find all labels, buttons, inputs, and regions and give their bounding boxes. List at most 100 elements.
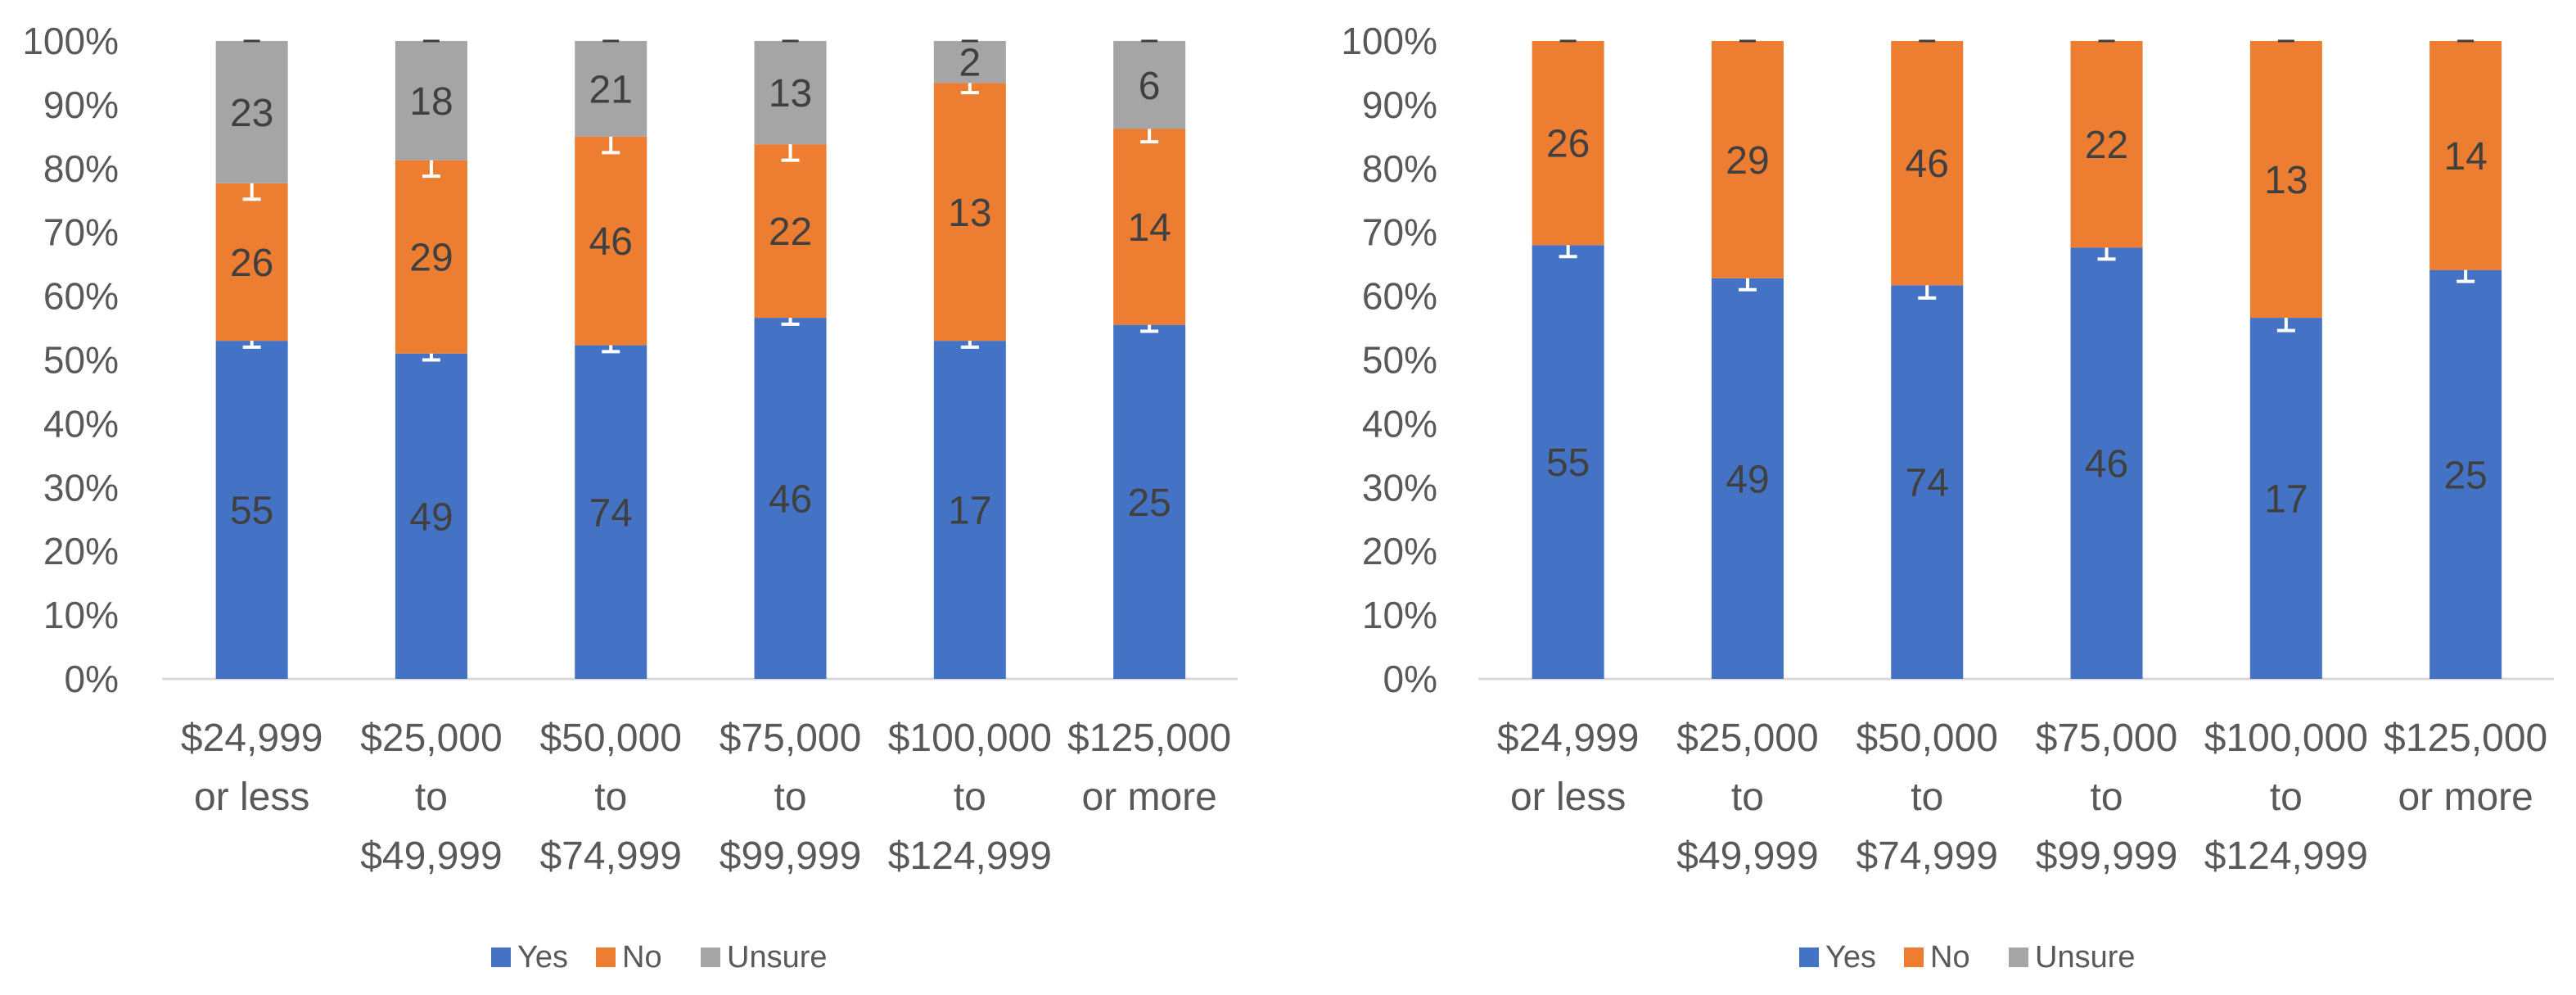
bar-stack: 55 26 bbox=[1532, 39, 1604, 679]
x-category-label: to bbox=[594, 776, 627, 819]
bar-stack: 17 13 2 bbox=[933, 39, 1006, 679]
y-tick-label: 60% bbox=[1362, 275, 1437, 318]
x-category-label: $49,999 bbox=[360, 834, 503, 878]
legend-label: No bbox=[1930, 940, 1970, 975]
legend-label: Unsure bbox=[727, 940, 828, 975]
y-tick-label: 20% bbox=[43, 530, 119, 572]
y-tick-label: 80% bbox=[1362, 147, 1437, 190]
x-category-label: $100,000 bbox=[2204, 717, 2368, 760]
legend: Yes No Unsure bbox=[1799, 940, 2136, 975]
x-category-label: to bbox=[415, 776, 448, 819]
legend-swatch-yes bbox=[1799, 948, 1819, 967]
data-label: 13 bbox=[948, 192, 991, 235]
y-tick-label: 30% bbox=[1362, 466, 1437, 509]
bar-stack: 25 14 6 bbox=[1113, 39, 1186, 679]
bar-stack: 25 14 bbox=[2429, 39, 2502, 679]
y-tick-label: 40% bbox=[1362, 402, 1437, 445]
data-label: 2 bbox=[959, 42, 981, 85]
y-tick-label: 60% bbox=[43, 275, 119, 318]
chart-panel-1: 0%10%20%30%40%50%60%70%80%90%100%552623$… bbox=[22, 20, 1238, 975]
data-label: 74 bbox=[1906, 462, 1949, 505]
x-category-label: $25,000 bbox=[360, 717, 503, 760]
bar-stack: 74 46 21 bbox=[575, 39, 647, 679]
x-category-label: $74,999 bbox=[1856, 834, 1998, 878]
data-label: 25 bbox=[2443, 454, 2487, 497]
data-label: 29 bbox=[1726, 139, 1769, 183]
data-label: 26 bbox=[230, 242, 273, 285]
x-category-label: $25,000 bbox=[1676, 717, 1819, 760]
data-label: 46 bbox=[769, 478, 812, 522]
data-label: 49 bbox=[1726, 458, 1769, 501]
x-category-label: $99,999 bbox=[2036, 834, 2178, 878]
bar-segment-yes bbox=[215, 341, 288, 679]
bar-segment-no bbox=[754, 144, 827, 319]
data-label: 46 bbox=[2085, 443, 2128, 486]
x-category-label: $50,000 bbox=[539, 717, 682, 760]
data-label: 13 bbox=[2264, 159, 2308, 202]
data-label: 17 bbox=[2264, 478, 2308, 522]
legend-label: Yes bbox=[517, 940, 568, 975]
bar-segment-no bbox=[215, 183, 288, 341]
y-tick-label: 100% bbox=[1341, 20, 1437, 62]
x-category-label: $50,000 bbox=[1856, 717, 1998, 760]
bar-segment-yes bbox=[1711, 278, 1784, 679]
data-label: 14 bbox=[1127, 206, 1171, 250]
bar-segment-no bbox=[575, 136, 647, 346]
chart-panel-2: 0% 10% 20% 30% 40% 50% 60% 70% 80% 90% 100% 55 26 $24… bbox=[1341, 20, 2554, 975]
y-tick-label: 20% bbox=[1362, 530, 1437, 572]
data-label: 18 bbox=[409, 80, 453, 124]
bar-segment-yes bbox=[2429, 269, 2502, 679]
legend-swatch-no bbox=[1904, 948, 1924, 967]
bar-stack: 49 29 18 bbox=[395, 39, 467, 679]
legend-label: Unsure bbox=[2035, 940, 2136, 975]
y-tick-label: 0% bbox=[65, 658, 119, 700]
bar-segment-unsure bbox=[575, 41, 647, 137]
bar-segment-yes bbox=[575, 345, 647, 679]
data-label: 13 bbox=[769, 72, 812, 115]
legend-label: Yes bbox=[1825, 940, 1876, 975]
data-label: 14 bbox=[2443, 135, 2487, 179]
bar-segment-no bbox=[395, 160, 467, 354]
legend-swatch-unsure bbox=[701, 948, 720, 967]
y-tick-label: 90% bbox=[1362, 84, 1437, 126]
legend-label: No bbox=[622, 940, 662, 975]
bar-segment-no bbox=[933, 83, 1006, 341]
x-category-label: to bbox=[954, 776, 986, 819]
x-category-label: or more bbox=[2398, 776, 2533, 819]
legend: Yes No Unsure bbox=[491, 940, 828, 975]
data-label: 29 bbox=[409, 237, 453, 280]
x-category-label: $24,999 bbox=[1497, 717, 1640, 760]
x-category-label: or less bbox=[1510, 776, 1626, 819]
data-label: 25 bbox=[1127, 482, 1171, 525]
x-category-label: to bbox=[774, 776, 807, 819]
x-category-label: $75,000 bbox=[2036, 717, 2178, 760]
data-label: 23 bbox=[230, 92, 273, 135]
bar-segment-yes bbox=[754, 318, 827, 679]
data-label: 74 bbox=[589, 491, 633, 535]
bar-segment-no bbox=[1711, 41, 1784, 278]
y-tick-label: 50% bbox=[43, 339, 119, 382]
legend-swatch-yes bbox=[491, 948, 511, 967]
bar-segment-yes bbox=[395, 353, 467, 679]
x-category-label: $74,999 bbox=[539, 834, 682, 878]
x-category-label: $49,999 bbox=[1676, 834, 1819, 878]
data-label: 22 bbox=[769, 210, 812, 254]
bar-segment-no bbox=[1891, 41, 1964, 286]
bar-stack: 55 26 23 bbox=[215, 39, 288, 679]
bar-segment-no bbox=[2070, 41, 2143, 248]
y-tick-label: 70% bbox=[1362, 211, 1437, 254]
x-category-label: $75,000 bbox=[720, 717, 862, 760]
bar-segment-yes bbox=[2070, 247, 2143, 679]
data-label: 49 bbox=[409, 495, 453, 539]
bar-segment-yes bbox=[1113, 324, 1186, 679]
bar-stack: 46 22 13 bbox=[754, 39, 827, 679]
bar-segment-unsure bbox=[933, 41, 1006, 84]
y-tick-label: 0% bbox=[1383, 658, 1437, 700]
bar-stack: 46 22 bbox=[2070, 39, 2143, 679]
data-label: 21 bbox=[589, 68, 633, 111]
x-category-label: or less bbox=[194, 776, 309, 819]
y-tick-label: 10% bbox=[43, 594, 119, 636]
